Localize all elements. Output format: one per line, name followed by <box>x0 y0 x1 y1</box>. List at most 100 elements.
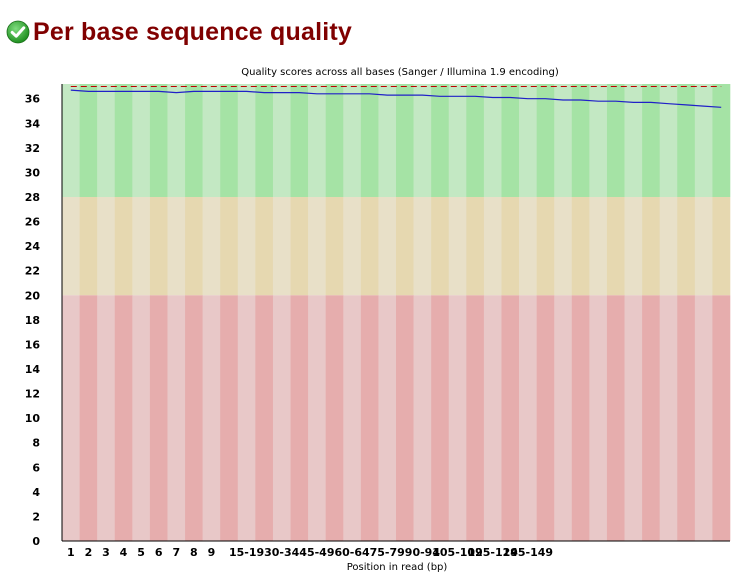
warning-band-stripe <box>396 197 414 296</box>
y-tick-label: 6 <box>32 461 40 474</box>
warning-band-stripe <box>255 197 274 296</box>
warning-band-stripe <box>694 197 713 296</box>
warning-band-stripe <box>185 197 203 296</box>
poor-band-stripe <box>132 295 151 541</box>
good-band-stripe <box>308 84 326 198</box>
poor-band-stripe <box>325 295 344 541</box>
warning-band-stripe <box>308 197 326 296</box>
warning-band-stripe <box>448 197 467 296</box>
warning-band-stripe <box>360 197 379 296</box>
good-band-stripe <box>62 84 80 198</box>
warning-band-stripe <box>659 197 678 296</box>
y-tick-label: 24 <box>25 240 41 253</box>
warning-band-stripe <box>589 197 608 296</box>
good-band-stripe <box>554 84 573 198</box>
poor-band-stripe <box>114 295 133 541</box>
good-band-stripe <box>202 84 221 198</box>
warning-band-stripe <box>202 197 221 296</box>
good-band-stripe <box>378 84 397 198</box>
good-band-stripe <box>79 84 98 198</box>
x-tick-label: 145-149 <box>503 546 554 559</box>
x-tick-label: 60-64 <box>335 546 371 559</box>
poor-band-stripe <box>659 295 678 541</box>
poor-band-stripe <box>378 295 397 541</box>
x-tick-label: 15-19 <box>229 546 264 559</box>
warning-band-stripe <box>677 197 696 296</box>
good-band-stripe <box>571 84 590 198</box>
warning-band-stripe <box>413 197 432 296</box>
good-band-stripe <box>185 84 203 198</box>
poor-band-stripe <box>431 295 450 541</box>
warning-band-stripe <box>536 197 555 296</box>
poor-band-stripe <box>536 295 555 541</box>
warning-band-stripe <box>466 197 485 296</box>
good-band-stripe <box>167 84 186 198</box>
y-tick-label: 4 <box>32 486 40 499</box>
warning-band-stripe <box>606 197 625 296</box>
y-tick-label: 14 <box>25 363 41 376</box>
y-tick-label: 34 <box>25 117 41 130</box>
warning-band-stripe <box>132 197 151 296</box>
quality-chart: Quality scores across all bases (Sanger … <box>25 67 731 573</box>
warning-band-stripe <box>79 197 98 296</box>
x-tick-label: 1 <box>67 546 75 559</box>
poor-band-stripe <box>185 295 203 541</box>
x-tick-label: 2 <box>85 546 93 559</box>
warning-band-stripe <box>431 197 450 296</box>
good-band-stripe <box>255 84 274 198</box>
page-title: Per base sequence quality <box>33 17 353 46</box>
warning-band-stripe <box>642 197 660 296</box>
warning-band-stripe <box>343 197 362 296</box>
poor-band-stripe <box>308 295 326 541</box>
x-tick-label: 3 <box>102 546 110 559</box>
good-band-stripe <box>624 84 643 198</box>
y-tick-label: 32 <box>25 142 40 155</box>
y-tick-label: 22 <box>25 265 40 278</box>
good-band-stripe <box>589 84 608 198</box>
x-tick-label: 90-94 <box>405 546 441 559</box>
good-band-stripe <box>483 84 502 198</box>
good-band-stripe <box>536 84 555 198</box>
x-tick-label: 30-34 <box>264 546 300 559</box>
good-band-stripe <box>413 84 432 198</box>
warning-band-stripe <box>483 197 502 296</box>
poor-band-stripe <box>606 295 625 541</box>
warning-band-stripe <box>554 197 573 296</box>
x-tick-label: 7 <box>172 546 180 559</box>
poor-band-stripe <box>290 295 309 541</box>
poor-band-stripe <box>220 295 239 541</box>
good-band-stripe <box>132 84 151 198</box>
poor-band-stripe <box>343 295 362 541</box>
x-tick-label: 105-109 <box>432 546 483 559</box>
poor-band-stripe <box>396 295 414 541</box>
good-band-stripe <box>97 84 116 198</box>
page-header: Per base sequence quality <box>6 14 352 50</box>
poor-band-stripe <box>413 295 432 541</box>
x-axis-ticks: 1 2 3 4 5 6 7 8 9 15-19 30-34 45-49 60-64 75-79 90-941… <box>67 546 553 559</box>
good-band-stripe <box>360 84 379 198</box>
good-band-stripe <box>519 84 537 198</box>
warning-band-stripe <box>114 197 133 296</box>
good-band-stripe <box>290 84 309 198</box>
y-tick-label: 20 <box>25 289 41 302</box>
x-tick-label: 4 <box>120 546 128 559</box>
y-tick-label: 28 <box>25 191 40 204</box>
good-band-stripe <box>659 84 678 198</box>
poor-band-stripe <box>501 295 520 541</box>
x-tick-label: 8 <box>190 546 198 559</box>
poor-band-stripe <box>571 295 590 541</box>
warning-band-stripe <box>220 197 239 296</box>
y-tick-label: 8 <box>32 437 40 450</box>
poor-band-stripe <box>202 295 221 541</box>
warning-band-stripe <box>167 197 186 296</box>
poor-band-stripe <box>360 295 379 541</box>
y-tick-label: 12 <box>25 388 40 401</box>
poor-band-stripe <box>149 295 168 541</box>
good-band-stripe <box>712 84 731 198</box>
poor-band-stripe <box>694 295 713 541</box>
chart-title: Quality scores across all bases (Sanger … <box>241 67 559 78</box>
y-tick-label: 18 <box>25 314 40 327</box>
x-tick-label: 125-129 <box>467 546 518 559</box>
warning-band-stripe <box>712 197 731 296</box>
